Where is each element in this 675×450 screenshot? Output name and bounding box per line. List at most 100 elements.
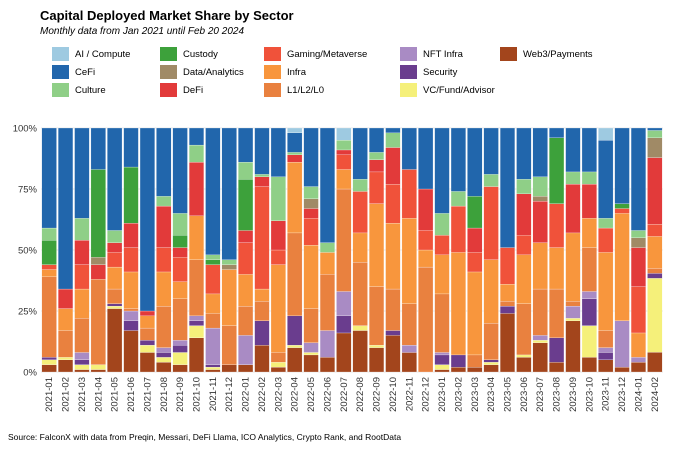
x-tick-label: 2021-09 bbox=[175, 377, 186, 412]
bar-segment-culture bbox=[369, 152, 385, 160]
legend-label: NFT Infra bbox=[423, 48, 463, 60]
bar-segment-cefi bbox=[614, 127, 630, 204]
bar-segment-culture bbox=[303, 186, 319, 199]
bar-segment-security bbox=[172, 345, 188, 353]
legend-swatch-security bbox=[400, 65, 417, 79]
bar-segment-infra bbox=[107, 266, 123, 290]
bar-segment-gaming-metaverse bbox=[434, 235, 450, 256]
bar-segment-cefi bbox=[500, 127, 515, 248]
bar-segment-vc-fund-advisor bbox=[172, 352, 188, 365]
bar-segment-gaming-metaverse bbox=[254, 186, 270, 290]
bar-segment-culture bbox=[74, 218, 90, 241]
bar-segment-l1-l2-l0 bbox=[74, 318, 90, 353]
bar-segment-web3-payments bbox=[401, 352, 417, 373]
bar-2023-10 bbox=[581, 127, 597, 373]
legend-item-security: Security bbox=[400, 65, 457, 79]
x-tick-label: 2022-06 bbox=[322, 377, 333, 412]
bar-segment-l1-l2-l0 bbox=[107, 288, 123, 304]
bar-segment-cefi bbox=[483, 127, 499, 175]
bar-segment-infra bbox=[630, 332, 646, 358]
legend-item-data-analytics: Data/Analytics bbox=[160, 65, 244, 79]
legend-item-defi: DeFi bbox=[160, 83, 203, 97]
legend-swatch-cefi bbox=[52, 65, 69, 79]
bar-segment-infra bbox=[500, 284, 515, 302]
bar-segment-infra bbox=[401, 218, 417, 304]
bar-segment-security bbox=[189, 320, 204, 326]
bar-segment-web3-payments bbox=[614, 366, 630, 373]
bar-segment-l1-l2-l0 bbox=[139, 327, 155, 341]
bar-segment-infra bbox=[565, 232, 581, 302]
bar-segment-web3-payments bbox=[156, 362, 172, 373]
bar-segment-cefi bbox=[385, 127, 401, 134]
bar-segment-vc-fund-advisor bbox=[581, 325, 597, 358]
bar-segment-nft-infra bbox=[336, 291, 352, 317]
bar-segment-defi bbox=[270, 220, 286, 251]
bar-segment-web3-payments bbox=[319, 357, 335, 373]
legend-swatch-defi bbox=[160, 83, 177, 97]
x-tick-label: 2021-05 bbox=[110, 377, 121, 412]
x-tick-label: 2023-01 bbox=[437, 377, 448, 412]
bar-segment-l1-l2-l0 bbox=[90, 279, 106, 365]
bar-segment-web3-payments bbox=[254, 345, 270, 373]
bar-segment-custody bbox=[238, 179, 254, 231]
bar-segment-cefi bbox=[41, 127, 57, 229]
bar-2022-08 bbox=[352, 127, 368, 373]
bar-segment-culture bbox=[532, 176, 548, 197]
legend-item-web3-payments: Web3/Payments bbox=[500, 47, 593, 61]
legend-swatch-l1-l2-l0 bbox=[264, 83, 281, 97]
x-tick-label: 2023-12 bbox=[617, 377, 628, 412]
bar-segment-l1-l2-l0 bbox=[319, 274, 335, 331]
bar-segment-defi bbox=[254, 176, 270, 187]
bar-2023-01 bbox=[434, 127, 450, 373]
bar-2023-09 bbox=[565, 127, 581, 373]
bar-2021-03 bbox=[74, 127, 90, 373]
x-tick-label: 2024-02 bbox=[650, 377, 661, 412]
bar-2022-04 bbox=[287, 127, 303, 373]
bar-segment-culture bbox=[352, 179, 368, 192]
bar-segment-vc-fund-advisor bbox=[189, 325, 204, 338]
bar-segment-culture bbox=[287, 152, 303, 155]
bar-2023-05 bbox=[500, 127, 515, 373]
bar-segment-l1-l2-l0 bbox=[287, 232, 303, 317]
x-tick-label: 2021-06 bbox=[126, 377, 137, 412]
bar-segment-l1-l2-l0 bbox=[385, 288, 401, 331]
bar-segment-vc-fund-advisor bbox=[565, 318, 581, 321]
bar-segment-infra bbox=[58, 308, 74, 331]
bar-segment-nft-infra bbox=[434, 352, 450, 356]
bar-segment-l1-l2-l0 bbox=[254, 301, 270, 321]
legend-item-nft-infra: NFT Infra bbox=[400, 47, 463, 61]
bar-segment-cefi bbox=[352, 127, 368, 180]
bar-segment-web3-payments bbox=[581, 357, 597, 373]
bar-segment-infra bbox=[483, 259, 499, 324]
bar-segment-cefi bbox=[156, 127, 172, 197]
bar-segment-security bbox=[647, 273, 663, 279]
bar-segment-cefi bbox=[172, 127, 188, 214]
bar-segment-gaming-metaverse bbox=[303, 218, 319, 246]
x-tick-label: 2022-08 bbox=[355, 377, 366, 412]
bar-segment-data-analytics bbox=[90, 257, 106, 265]
bar-segment-cefi bbox=[254, 127, 270, 175]
bar-segment-custody bbox=[41, 240, 57, 265]
bar-2021-11 bbox=[205, 127, 221, 373]
bar-segment-defi bbox=[385, 147, 401, 185]
bar-segment-security bbox=[385, 330, 401, 336]
bar-segment-defi bbox=[74, 240, 90, 265]
bar-segment-cefi bbox=[74, 127, 90, 219]
bar-segment-l1-l2-l0 bbox=[238, 305, 254, 336]
x-tick-label: 2021-10 bbox=[192, 377, 203, 412]
legend-swatch-web3-payments bbox=[500, 47, 517, 61]
bar-2021-05 bbox=[107, 127, 123, 373]
x-tick-label: 2023-10 bbox=[584, 377, 595, 412]
bar-segment-cefi bbox=[565, 127, 581, 173]
bar-segment-web3-payments bbox=[385, 335, 401, 373]
bar-segment-vc-fund-advisor bbox=[647, 278, 663, 353]
bar-segment-custody bbox=[172, 235, 188, 248]
bar-segment-culture bbox=[41, 227, 57, 241]
bar-segment-ai-compute bbox=[336, 127, 352, 141]
bar-segment-defi bbox=[581, 183, 597, 219]
bar-segment-defi bbox=[90, 264, 106, 280]
bar-segment-vc-fund-advisor bbox=[205, 366, 221, 370]
legend-item-gaming-metaverse: Gaming/Metaverse bbox=[264, 47, 367, 61]
bar-segment-custody bbox=[549, 137, 565, 204]
bar-segment-security bbox=[549, 337, 565, 363]
